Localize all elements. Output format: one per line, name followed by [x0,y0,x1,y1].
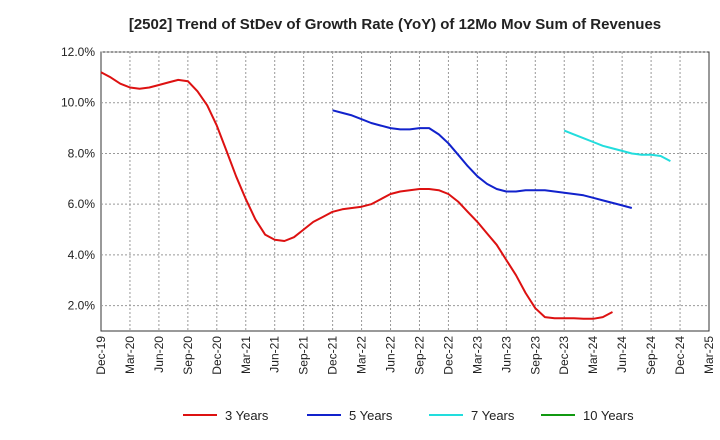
x-tick-label: Sep-21 [297,336,311,375]
series-line-7-years [563,129,671,162]
x-tick-label: Sep-24 [644,336,658,375]
legend-label: 10 Years [583,408,634,423]
chart-title: [2502] Trend of StDev of Growth Rate (Yo… [129,16,661,33]
legend-label: 7 Years [471,408,515,423]
x-tick-label: Jun-20 [152,336,166,373]
grid [101,51,709,331]
series-lines [100,71,671,320]
x-tick-label: Jun-23 [499,336,513,373]
legend-label: 5 Years [349,408,393,423]
x-tick-label: Dec-19 [94,336,108,375]
x-tick-label: Sep-23 [528,336,542,375]
x-tick-label: Jun-24 [615,336,629,373]
x-tick-label: Sep-22 [412,336,426,375]
x-tick-label: Mar-24 [586,336,600,374]
y-tick-label: 8.0% [68,146,96,160]
legend-label: 3 Years [225,408,269,423]
x-tick-label: Mar-22 [355,336,369,374]
y-tick-label: 4.0% [68,248,96,262]
x-tick-label: Mar-20 [123,336,137,374]
y-tick-label: 6.0% [68,197,96,211]
x-tick-label: Dec-22 [441,336,455,375]
series-line-5-years [332,109,633,209]
x-tick-label: Mar-21 [239,336,253,374]
x-tick-label: Mar-25 [702,336,716,374]
x-tick-label: Jun-22 [384,336,398,373]
y-tick-label: 10.0% [61,96,95,110]
y-axis: 2.0% 4.0% 6.0% 8.0% 10.0% 12.0% [61,45,95,313]
x-tick-label: Dec-21 [326,336,340,375]
x-tick-label: Sep-20 [181,336,195,375]
legend: 3 Years 5 Years 7 Years 10 Years [183,408,634,423]
x-axis: Dec-19 Mar-20 Jun-20 Sep-20 Dec-20 Mar-21 Jun-… [94,336,716,375]
x-tick-label: Dec-24 [673,336,687,375]
y-tick-label: 2.0% [68,299,96,313]
x-tick-label: Dec-20 [210,336,224,375]
x-tick-label: Jun-21 [268,336,282,373]
y-tick-label: 12.0% [61,45,95,59]
x-tick-label: Dec-23 [557,336,571,375]
x-tick-label: Mar-23 [470,336,484,374]
series-line-3-years [100,71,613,320]
